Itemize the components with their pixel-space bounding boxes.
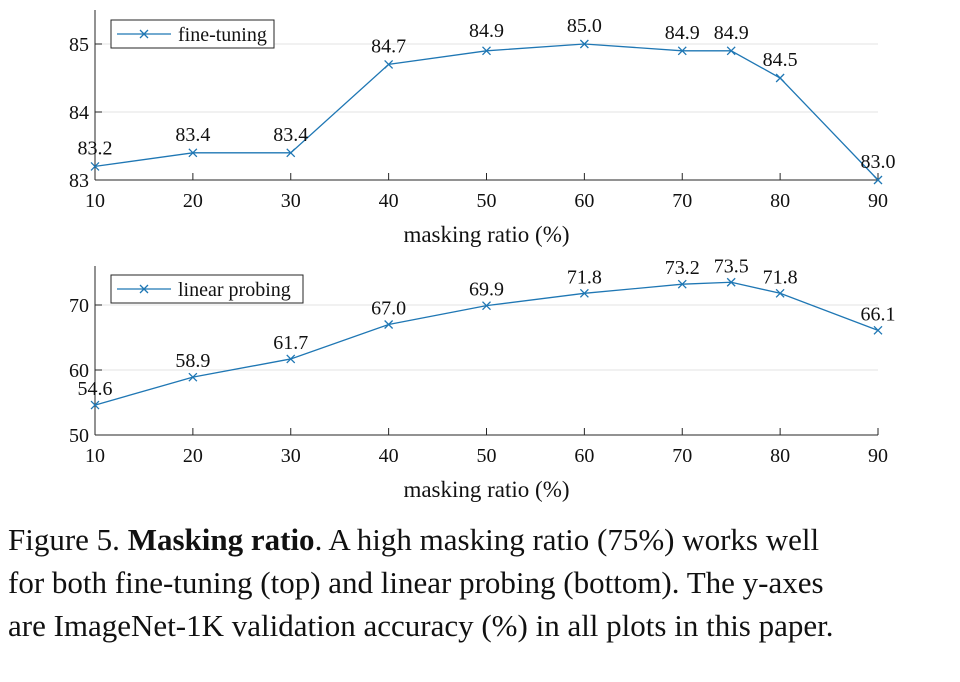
data-label: 61.7 [273, 332, 308, 354]
fine-tuning-chart: 83 84 85 10 20 30 40 50 60 70 80 90 masking ratio (%… [69, 10, 896, 247]
data-label: 54.6 [78, 378, 113, 400]
caption-line-1: Figure 5. Masking ratio. A high masking … [8, 518, 956, 561]
data-point-marker [482, 301, 491, 311]
data-point-marker [286, 148, 296, 158]
legend-label: fine-tuning [178, 24, 267, 46]
data-label: 69.9 [469, 279, 504, 301]
y-tick-label: 85 [69, 34, 89, 56]
data-label: 71.8 [567, 266, 602, 288]
x-tick-label: 90 [868, 190, 888, 212]
data-point-marker [579, 288, 589, 298]
figure-caption: Figure 5. Masking ratio. A high masking … [8, 518, 956, 647]
x-tick-label: 40 [379, 445, 399, 467]
data-label: 71.8 [763, 266, 798, 288]
series-line [94, 281, 879, 406]
data-label: 84.7 [371, 35, 406, 57]
x-tick-label: 70 [672, 445, 692, 467]
data-point-marker [188, 148, 198, 158]
data-label: 83.4 [175, 124, 210, 146]
x-tick-label: 80 [770, 445, 790, 467]
data-point-marker [726, 277, 736, 287]
data-point-marker [677, 279, 687, 289]
x-axis-title: masking ratio (%) [403, 477, 569, 502]
y-tick-label: 50 [69, 425, 89, 447]
series-line [94, 43, 879, 181]
caption-bold-title: Masking ratio [127, 522, 315, 557]
linear-probing-chart: 50 60 70 10 20 30 40 50 60 70 80 90 masking ratio (%… [69, 255, 896, 502]
data-label: 73.2 [665, 257, 700, 279]
data-label: 84.9 [665, 22, 700, 44]
x-tick-label: 40 [379, 190, 399, 212]
data-label: 83.4 [273, 124, 308, 146]
y-tick-label: 70 [69, 295, 89, 317]
data-point-marker [188, 372, 198, 382]
data-point-marker [579, 39, 589, 49]
caption-line-2: for both fine-tuning (top) and linear pr… [8, 565, 824, 600]
x-tick-label: 30 [281, 445, 301, 467]
caption-line-1-rest: . A high masking ratio (75%) works well [314, 522, 820, 557]
data-label: 83.0 [861, 151, 896, 173]
data-label: 84.5 [763, 49, 798, 71]
x-tick-label: 60 [574, 445, 594, 467]
data-point-marker [90, 161, 100, 171]
x-tick-label: 80 [770, 190, 790, 212]
data-label: 85.0 [567, 15, 602, 37]
data-point-marker [726, 46, 736, 56]
data-point-marker [384, 59, 394, 69]
data-point-marker [286, 354, 296, 364]
x-tick-label: 90 [868, 445, 888, 467]
y-tick-label: 60 [69, 360, 89, 382]
data-point-marker [90, 400, 100, 410]
legend-label: linear probing [178, 279, 291, 301]
data-label: 84.9 [469, 20, 504, 42]
x-tick-label: 60 [574, 190, 594, 212]
x-tick-label: 20 [183, 445, 203, 467]
x-tick-label: 10 [85, 190, 105, 212]
data-point-marker [873, 175, 883, 185]
y-tick-label: 83 [69, 170, 89, 192]
x-tick-label: 30 [281, 190, 301, 212]
data-label: 84.9 [714, 22, 749, 44]
data-point-marker [873, 325, 883, 335]
data-label: 58.9 [175, 350, 210, 372]
data-point-marker [775, 73, 785, 83]
figure-charts: 83 84 85 10 20 30 40 50 60 70 80 90 masking ratio (%… [69, 10, 896, 502]
caption-prefix: Figure 5. [8, 522, 128, 557]
x-tick-label: 10 [85, 445, 105, 467]
x-tick-label: 50 [477, 445, 497, 467]
x-tick-label: 20 [183, 190, 203, 212]
data-point-marker [384, 320, 394, 329]
y-tick-label: 84 [69, 102, 89, 124]
data-label: 67.0 [371, 298, 406, 320]
x-tick-label: 70 [672, 190, 692, 212]
data-point-marker [775, 288, 785, 298]
data-label: 73.5 [714, 255, 749, 277]
caption-line-3: are ImageNet-1K validation accuracy (%) … [8, 608, 834, 643]
legend-box [110, 274, 304, 304]
data-label: 66.1 [861, 303, 896, 325]
data-point-marker [482, 46, 491, 56]
legend-marker [139, 284, 149, 294]
legend-marker [139, 29, 149, 39]
x-axis-title: masking ratio (%) [403, 222, 569, 247]
x-tick-label: 50 [477, 190, 497, 212]
data-point-marker [677, 46, 687, 56]
data-label: 83.2 [78, 137, 113, 159]
